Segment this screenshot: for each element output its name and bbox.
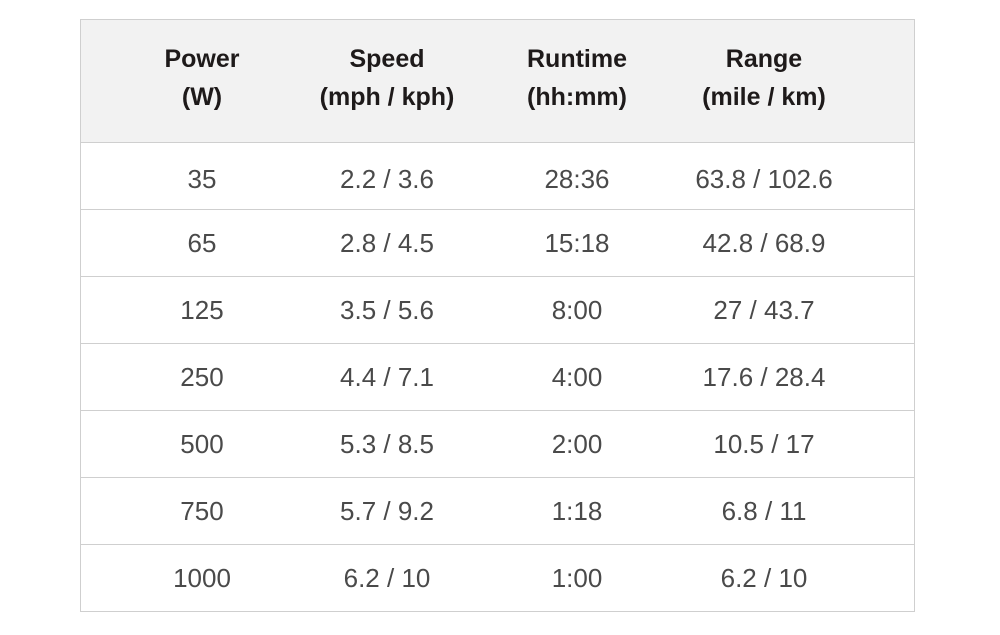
row-rule [81,477,914,478]
header-cell: Speed [349,45,425,73]
header-cell: Power [164,45,240,73]
table-cell: 250 [180,361,224,392]
row-rule [81,209,914,210]
table-cell: 8:00 [551,294,603,325]
header-cell: (mile / km) [702,83,826,111]
row-rule [81,410,914,411]
table-cell: 6.2 / 10 [343,562,431,593]
table-cell: 4.4 / 7.1 [340,361,434,392]
table-cell: 42.8 / 68.9 [702,227,826,258]
row-rule [81,276,914,277]
header-rule [81,142,914,143]
table-cell: 2.8 / 4.5 [340,227,434,258]
table: Power (W) Speed (mph / kph) Runtime (hh:mm) Ra… [80,19,915,612]
table-cell: 5.7 / 9.2 [340,495,434,526]
table-cell: 10.5 / 17 [713,428,815,459]
table-cell: 4:00 [551,361,603,392]
table-cell: 125 [180,294,224,325]
table-cell: 500 [180,428,224,459]
header-cell: (W) [181,83,223,111]
table-cell: 17.6 / 28.4 [702,361,826,392]
table-cell: 27 / 43.7 [713,294,815,325]
table-cell: 63.8 / 102.6 [695,163,833,194]
header-cell: Runtime [527,45,627,73]
table-cell: 6.8 / 11 [721,495,807,526]
header-cell: Range [725,45,803,73]
table-cell: 1000 [173,562,231,593]
row-rule [81,343,914,344]
header-cell: (mph / kph) [319,83,455,111]
table-cell: 35 [187,163,217,194]
table-cell: 2:00 [551,428,603,459]
row-rule [81,544,914,545]
table-cell: 750 [180,495,224,526]
table-cell: 5.3 / 8.5 [340,428,434,459]
table-cell: 65 [187,227,217,258]
table-cell: 6.2 / 10 [720,562,808,593]
table-cell: 1:00 [551,562,603,593]
table-cell: 3.5 / 5.6 [340,294,434,325]
table-cell: 28:36 [544,163,610,194]
header-cell: (hh:mm) [527,83,627,111]
table-cell: 2.2 / 3.6 [340,163,434,194]
header-background [81,20,914,142]
table-cell: 1:18 [551,495,603,526]
table-cell: 15:18 [544,227,610,258]
